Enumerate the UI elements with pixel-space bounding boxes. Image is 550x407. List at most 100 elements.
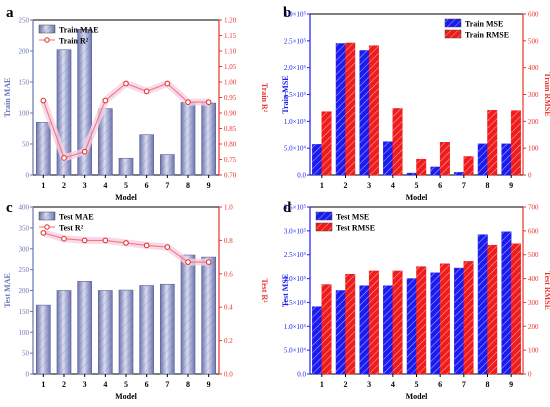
x-tick-label: 6 [145, 380, 149, 389]
y-tick-label-right: 1.20 [224, 17, 237, 25]
x-tick-label: 2 [344, 181, 348, 190]
x-tick-label: 2 [344, 380, 348, 389]
y-tick-label-right: 1.15 [224, 32, 237, 40]
y-tick-label-left: 350 [19, 224, 30, 232]
y-tick-label-right: 1.10 [224, 48, 237, 56]
bar-hatch [359, 50, 370, 175]
y-tick-label-left: 400 [19, 204, 30, 212]
bar-hatch [77, 281, 92, 374]
x-tick-label: 4 [391, 380, 395, 389]
y-tick-label-right: 100 [528, 145, 539, 153]
bar-hatch [345, 42, 355, 176]
y-tick-label-left: 1.5×10⁵ [284, 299, 307, 307]
bar-hatch [118, 290, 134, 374]
legend-label: Test MAE [59, 213, 94, 222]
y-tick-label-left: 2.0×10⁵ [284, 64, 307, 72]
y-tick-label-left: 3.0×10⁵ [284, 227, 307, 235]
legend-swatch-hatch [316, 212, 332, 220]
y-tick-label-right: 400 [528, 275, 539, 283]
bar-hatch [98, 108, 113, 175]
x-axis-label: Model [115, 392, 138, 401]
marker-point-8 [185, 99, 191, 105]
y-tick-label-left: 1.0×10⁵ [284, 118, 307, 126]
y-tick-label-right: 500 [528, 251, 539, 259]
legend-swatch-hatch [316, 223, 332, 231]
panel-letter: d [283, 200, 292, 216]
bar-hatch [36, 305, 51, 374]
bar-hatch [383, 285, 393, 374]
x-tick-label: 8 [486, 181, 490, 190]
marker-point-4 [102, 237, 109, 244]
y-tick-label-left: 0 [26, 172, 30, 180]
marker-point-4 [102, 97, 109, 104]
x-tick-label: 9 [207, 181, 211, 190]
bar-hatch [416, 159, 426, 175]
bar-hatch [139, 134, 154, 175]
legend-swatch-hatch [39, 25, 55, 33]
bar-hatch [487, 110, 497, 175]
y-tick-label-right: 0.6 [224, 270, 233, 278]
bar-hatch [345, 274, 355, 374]
bar-hatch [440, 263, 450, 374]
bar-hatch [511, 110, 521, 175]
y-tick-label-left: 2.0×10⁵ [284, 275, 307, 283]
bar-hatch [36, 122, 51, 175]
y-tick-label-left: 200 [19, 287, 30, 295]
x-tick-label: 6 [438, 181, 442, 190]
x-tick-label: 6 [145, 181, 149, 190]
y-axis-label-right: Train RMSE [543, 72, 550, 116]
y-tick-label-right: 0.0 [224, 371, 233, 379]
y-tick-label-left: 250 [19, 266, 30, 274]
y-tick-label-right: 1.05 [224, 63, 237, 71]
x-tick-label: 7 [165, 181, 169, 190]
y-tick-label-right: 700 [528, 204, 539, 212]
bar-hatch [383, 141, 393, 175]
x-tick-label: 5 [415, 181, 419, 190]
x-tick-label: 1 [320, 380, 324, 389]
chart-panel-a: a 1 2 3 4 5 6 7 8 9 Model 0 50 100 150 200 250 0.70 0.75 0.… [3, 5, 269, 202]
x-axis-label: Model [406, 193, 429, 202]
y-tick-label-right: 400 [528, 64, 539, 72]
x-tick-label: 7 [165, 380, 169, 389]
marker-point-7 [164, 80, 171, 87]
legend-label: Train MSE [465, 20, 503, 29]
bar-hatch [201, 257, 216, 374]
y-tick-label-left: 5.0×10⁴ [284, 347, 307, 355]
y-tick-label-right: 1.00 [224, 79, 237, 87]
bar-hatch [369, 45, 379, 176]
y-axis-label-left: Train MAE [3, 78, 12, 118]
bar-hatch [139, 285, 154, 374]
chart-panel-b: b 1 2 3 4 5 6 7 8 9 Model 0.0 5.0×10⁴ 1.0×10⁵ 1.5×10⁵ 2… [281, 5, 550, 202]
x-tick-label: 7 [462, 380, 466, 389]
marker-point-6 [143, 242, 150, 249]
x-tick-label: 3 [367, 380, 371, 389]
bar-hatch [180, 102, 196, 175]
bar-hatch [392, 270, 403, 374]
y-tick-label-left: 5.0×10⁴ [284, 145, 307, 153]
y-tick-label-right: 0.95 [224, 94, 237, 102]
legend-swatch-hatch [39, 212, 55, 220]
bar-hatch [336, 290, 346, 374]
marker-point-5 [123, 240, 129, 246]
bar-hatch [440, 142, 450, 175]
y-tick-label-right: 0.90 [224, 110, 237, 118]
y-tick-label-right: 500 [528, 37, 539, 45]
x-tick-label: 4 [103, 181, 107, 190]
y-tick-label-right: 0.80 [224, 141, 237, 149]
x-tick-label: 8 [486, 380, 490, 389]
y-tick-label-left: 150 [19, 79, 30, 87]
bar-hatch [463, 261, 474, 374]
x-tick-label: 3 [83, 380, 87, 389]
bar-hatch [501, 231, 512, 374]
legend-label: Train MAE [59, 26, 99, 35]
x-tick-label: 3 [367, 181, 371, 190]
y-tick-label-left: 200 [19, 48, 30, 56]
x-tick-label: 5 [415, 380, 419, 389]
y-tick-label-left: 2.5×10⁵ [284, 251, 307, 259]
y-tick-label-left: 3.5×10⁵ [284, 204, 307, 212]
y-axis-label-right: Test RMSE [543, 271, 550, 310]
bar-hatch [407, 278, 417, 374]
bar-hatch [430, 272, 441, 374]
x-tick-label: 9 [509, 380, 513, 389]
